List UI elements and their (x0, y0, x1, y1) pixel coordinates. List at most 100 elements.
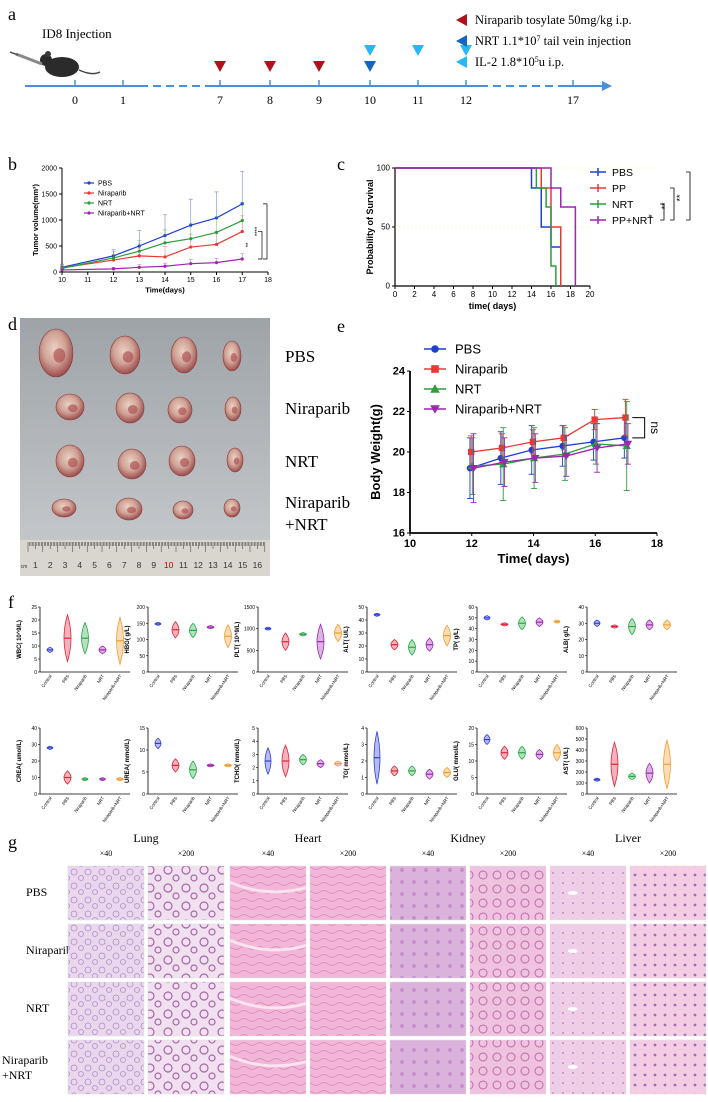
histology-row-label: Niraparib (26, 943, 72, 957)
data-point (137, 254, 141, 258)
histology-image (67, 865, 145, 921)
ruler-label: 16 (253, 560, 263, 570)
y-tick-label: 5 (142, 770, 145, 776)
y-tick-label: 0 (34, 792, 37, 798)
histology-image (147, 1039, 225, 1095)
y-tick-label: 1 (361, 776, 364, 782)
data-point (189, 237, 193, 241)
group-label: PBS (608, 796, 617, 806)
y-tick-label: 20 (393, 447, 405, 459)
data-point (163, 255, 167, 259)
magnification-label: ×40 (582, 849, 595, 858)
group-label: NRT (533, 796, 542, 807)
significance-label: ** (675, 194, 685, 202)
ruler-label: 11 (179, 560, 188, 570)
group-label: Control (587, 796, 599, 811)
x-tick-label: 10 (404, 538, 416, 550)
group-label: PBS (388, 796, 397, 806)
y-tick-label: 24 (393, 366, 406, 378)
x-tick-label: 18 (651, 538, 663, 550)
x-tick-label: 10 (58, 277, 66, 284)
legend-label: Niraparib (98, 191, 127, 198)
group-label: Control (148, 674, 160, 689)
y-tick-label: 2000 (41, 165, 57, 172)
histology-image (629, 1039, 707, 1095)
group-label: Control (367, 796, 379, 811)
group-label: PBS (279, 674, 288, 684)
histology-image (549, 865, 627, 921)
legend-marker (430, 384, 440, 393)
y-tick-label: 0 (53, 269, 57, 276)
data-point (240, 229, 244, 234)
y-tick-label: 60 (468, 605, 474, 611)
group-label: Niraparib+NRT (319, 674, 340, 702)
legend-label: Niraparib+NRT (455, 402, 542, 417)
significance-bracket (632, 417, 646, 439)
histology-image (629, 923, 707, 979)
histology-image (469, 981, 547, 1037)
group-label: NRT (204, 674, 213, 685)
group-label: Niraparib+NRT (209, 674, 230, 702)
tumor-hemorrhage (122, 351, 134, 363)
data-point (214, 261, 219, 265)
y-tick-label: 100 (377, 164, 391, 173)
group-label: Niraparib+NRT (538, 796, 559, 824)
tumor-hemorrhage (53, 348, 66, 363)
group-label: Control (40, 674, 52, 689)
data-point (467, 448, 475, 456)
legend-label: NRT (612, 199, 634, 211)
significance-label: ** (660, 202, 670, 210)
y-axis-label: HBG( g/L) (125, 626, 131, 654)
y-axis-label: Probability of Survival (365, 179, 375, 274)
group-label: PBS (169, 674, 178, 684)
y-tick-label: 30 (468, 638, 474, 644)
y-tick-label: 3 (252, 752, 255, 758)
y-tick-label: 600 (576, 726, 585, 732)
histology-image (147, 865, 225, 921)
group-label: Niraparib (73, 795, 88, 813)
histology-image (229, 981, 307, 1037)
y-tick-label: 0 (581, 670, 584, 676)
y-tick-label: 20 (31, 618, 37, 624)
y-tick-label: 4 (361, 726, 364, 732)
y-tick-label: 10 (578, 654, 584, 660)
x-tick-label: 16 (213, 277, 221, 284)
data-point (591, 416, 598, 423)
histology-image (309, 981, 387, 1037)
group-label: Niraparib+NRT (648, 674, 669, 702)
group-label: NRT (204, 796, 213, 807)
data-point (111, 256, 116, 260)
violin-plot: 0 5 10 15 20 GLU( mmol/L) Control PBS Niraparib N… (454, 726, 567, 823)
y-tick-label: 16 (393, 528, 405, 540)
y-tick-label: 0 (142, 670, 145, 676)
legend-label: PBS (98, 181, 112, 188)
organ-label: Heart (295, 831, 322, 845)
violin-plot: 0 1 2 3 4 TG( mmol/L) Control PBS Niraparib NRTNi… (344, 726, 457, 823)
tumor-hemorrhage (233, 457, 240, 465)
x-axis-label: time( days) (469, 301, 517, 311)
group-label: Control (587, 674, 599, 689)
il2-marker (364, 45, 376, 56)
x-tick-label: 10 (488, 290, 497, 299)
legend-marker (431, 345, 439, 353)
legend-label: Niraparib (455, 362, 508, 377)
data-point (137, 249, 141, 253)
tumor-hemorrhage (180, 458, 190, 467)
y-tick-label: 0 (361, 792, 364, 798)
y-tick-label: 300 (576, 759, 585, 765)
magnification-label: ×40 (262, 849, 275, 858)
tumor-hemorrhage (127, 506, 137, 514)
group-label: Niraparib+NRT (101, 674, 122, 702)
histology-panel: Lung ×40 ×200 Heart ×40 ×200 Kidney ×40 ×200 Live… (2, 831, 707, 1095)
timeline-legend-marker (456, 14, 467, 26)
y-tick-label: 500 (45, 243, 57, 250)
violin-plot: 0 10 20 30 40 ALB( g/L) Control PBS Niraparib NRT… (564, 605, 677, 701)
y-tick-label: 40 (358, 618, 364, 624)
y-tick-label: 25 (31, 605, 37, 611)
y-tick-label: 20 (468, 648, 474, 654)
niraparib-marker (214, 61, 226, 72)
y-tick-label: 22 (393, 406, 405, 418)
panel-letter-f: f (8, 592, 14, 612)
il2-marker (460, 45, 472, 56)
